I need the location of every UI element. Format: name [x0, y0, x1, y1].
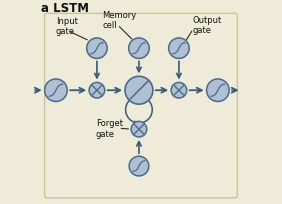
Circle shape [131, 122, 147, 137]
Circle shape [129, 156, 149, 176]
Text: Memory
cell: Memory cell [102, 11, 136, 30]
FancyBboxPatch shape [45, 14, 237, 198]
Circle shape [125, 77, 153, 105]
Text: Input
gate: Input gate [56, 17, 78, 36]
Circle shape [89, 83, 105, 99]
Circle shape [87, 39, 107, 59]
Circle shape [169, 39, 189, 59]
Circle shape [207, 80, 229, 102]
Text: a LSTM: a LSTM [41, 2, 89, 15]
Circle shape [45, 80, 67, 102]
Text: Forget
gate: Forget gate [96, 119, 123, 138]
Text: Output
gate: Output gate [192, 16, 221, 35]
Circle shape [129, 39, 149, 59]
Circle shape [171, 83, 187, 99]
